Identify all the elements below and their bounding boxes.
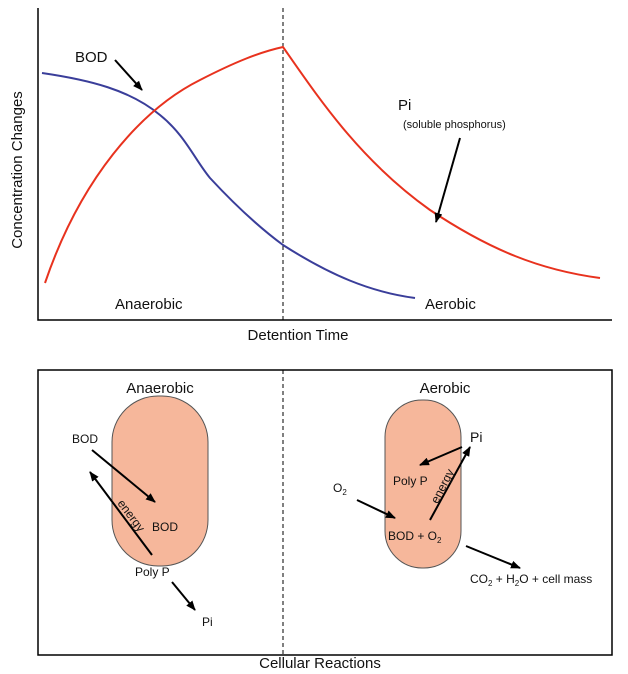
bod-curve bbox=[42, 73, 415, 298]
axes bbox=[38, 8, 612, 320]
text-part: CO bbox=[470, 572, 488, 586]
pi-curve bbox=[45, 47, 600, 283]
poly-p: Poly P bbox=[393, 474, 428, 488]
caption: Cellular Reactions bbox=[259, 655, 381, 672]
text-part: + H bbox=[492, 572, 514, 586]
bod-label: BOD bbox=[75, 49, 108, 66]
arrow bbox=[436, 138, 460, 222]
poly-p: Poly P bbox=[135, 565, 170, 579]
cell bbox=[112, 396, 208, 566]
arrow bbox=[172, 582, 195, 610]
products: CO2 + H2O + cell mass bbox=[470, 572, 592, 588]
bod-in: BOD bbox=[72, 432, 98, 446]
text-part: O bbox=[333, 481, 342, 495]
pi-label: Pi bbox=[398, 97, 411, 114]
bod-o2: BOD + O2 bbox=[388, 529, 442, 545]
o2: O2 bbox=[333, 481, 347, 497]
diagram: Concentration Changes Detention Time BOD… bbox=[0, 0, 628, 674]
pi-out: Pi bbox=[202, 615, 213, 629]
subscript: 2 bbox=[342, 488, 347, 497]
x-label: Detention Time bbox=[248, 327, 349, 344]
bottom-diagram: Anaerobic Aerobic Cellular Reactions BOD… bbox=[38, 370, 612, 672]
top-chart: Concentration Changes Detention Time BOD… bbox=[9, 8, 612, 344]
text-part: O + cell mass bbox=[519, 572, 592, 586]
aerobic-label: Aerobic bbox=[420, 380, 471, 397]
arrow bbox=[466, 546, 520, 568]
anaerobic-label: Anaerobic bbox=[126, 380, 194, 397]
y-label: Concentration Changes bbox=[9, 91, 26, 249]
bod-inside: BOD bbox=[152, 520, 178, 534]
pi-note: (soluble phosphorus) bbox=[403, 119, 506, 131]
subscript: 2 bbox=[437, 536, 442, 545]
aerobic-label: Aerobic bbox=[425, 296, 476, 313]
text-part: BOD + O bbox=[388, 529, 437, 543]
arrow bbox=[115, 60, 142, 90]
anaerobic-label: Anaerobic bbox=[115, 296, 183, 313]
pi: Pi bbox=[470, 429, 482, 445]
